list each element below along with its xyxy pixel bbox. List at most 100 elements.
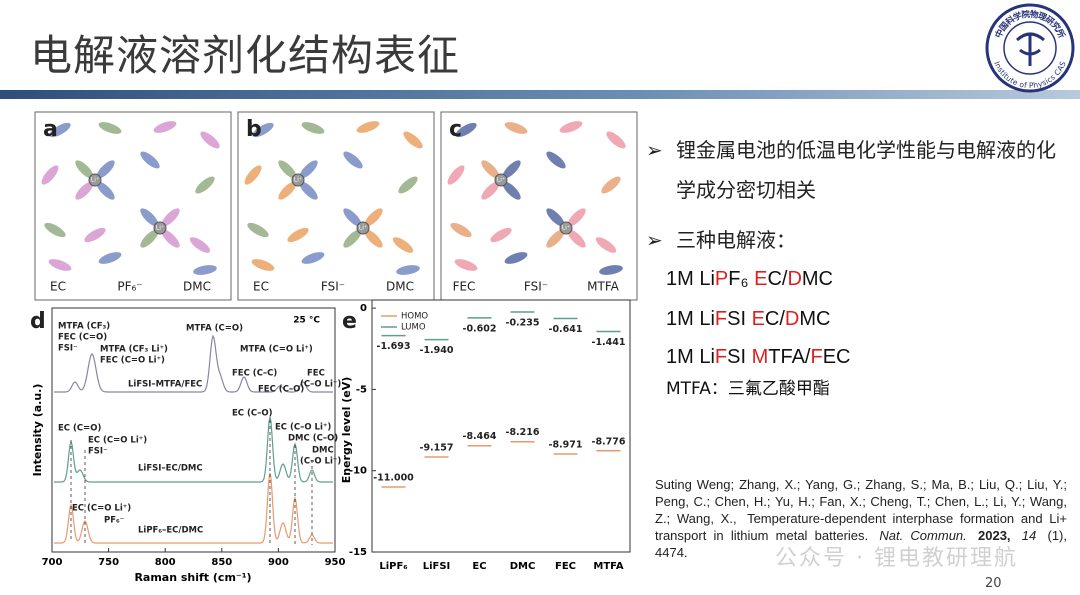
raman-plot: 700 750 800 850 900 950 <box>42 334 345 568</box>
solvent <box>567 229 586 248</box>
logo-emblem <box>1015 32 1045 66</box>
formulation-part: TFA/ <box>768 346 811 368</box>
annotation: (C–O Li⁺) <box>300 457 341 467</box>
species-label: PF₆⁻ <box>117 280 142 294</box>
solvent <box>299 160 318 179</box>
solvent <box>454 259 478 271</box>
formulation-part: M <box>751 346 769 368</box>
spectrum <box>54 334 333 393</box>
annotation: EC (C–O) <box>232 409 273 419</box>
value-label: -1.693 <box>377 341 411 352</box>
formulation: 1M LiFSI MTFA/FEC <box>666 346 851 369</box>
value-label: -0.602 <box>463 323 497 334</box>
watermark: 公众号 · 锂电教研理航 <box>775 546 1018 571</box>
panel: Li⁺ Li⁺ c FEC FSI⁻ MTFA <box>447 117 626 294</box>
formulation-part: 1M Li <box>666 308 715 330</box>
li-ion <box>88 173 102 187</box>
species-label: FSI⁻ <box>524 280 548 294</box>
solvent <box>49 122 71 138</box>
ref-journal: Nat. Commun. <box>879 528 967 543</box>
reference: Suting Weng; Zhang, X.; Yang, G.; Zhang,… <box>655 476 1067 561</box>
bullet: ➢ 三种电解液： <box>646 220 1066 260</box>
li-ion <box>494 173 508 187</box>
spectrum <box>54 472 333 544</box>
ref-volume: 14 <box>1021 528 1037 543</box>
species-label: DMC <box>183 280 211 294</box>
panel-label: d <box>30 309 46 334</box>
solvent <box>278 181 297 200</box>
solvent <box>356 121 380 133</box>
x-tick-label: 750 <box>98 557 119 568</box>
li-label: Li⁺ <box>359 225 367 232</box>
formulation-part: SI <box>727 308 752 330</box>
x-tick-label: LiPF₆ <box>379 561 407 572</box>
energy-plot: 0 -5 -10 -15 LiPF₆ LiFSI EC DMC FEC MTFA -11.000 -9… <box>349 303 626 572</box>
y-axis-label: Intensity (a.u.) <box>31 384 44 477</box>
bullet-arrow: ➢ <box>646 138 663 162</box>
x-tick-label: 800 <box>155 557 176 568</box>
x-tick-label: EC <box>472 561 486 572</box>
annotation: PF₆⁻ <box>104 516 124 526</box>
li-ion <box>559 221 573 235</box>
formulation-part: SI <box>727 346 752 368</box>
x-tick-label: DMC <box>510 561 536 572</box>
x-tick-label: MTFA <box>593 561 623 572</box>
solvent <box>403 131 423 149</box>
formulation-part: F₆ <box>728 268 755 290</box>
li-ion <box>356 221 370 235</box>
annotation: MTFA (CF₃) <box>58 322 110 332</box>
solvent <box>252 122 274 138</box>
li-label: Li⁺ <box>156 225 164 232</box>
solvent <box>392 237 414 253</box>
li-label: Li⁺ <box>91 177 99 184</box>
solvent <box>398 176 418 194</box>
solvent <box>481 160 500 179</box>
value-label: -8.216 <box>506 427 540 438</box>
solvent <box>140 229 159 248</box>
solvent <box>247 222 269 238</box>
logo: 中国科学院物理研究所 Institute of Physics CAS <box>985 3 1075 93</box>
title-bar <box>0 90 1080 99</box>
annotation: FEC <box>307 369 325 379</box>
solvent <box>84 227 106 243</box>
solvent <box>450 222 472 238</box>
ref-authors: Suting Weng; Zhang, X.; Yang, G.; Zhang,… <box>655 477 1067 526</box>
value-label: -8.464 <box>463 431 497 442</box>
solvent <box>75 181 94 200</box>
annotation: FEC (C=O) <box>58 333 107 343</box>
solvent <box>98 122 122 134</box>
solvent <box>161 229 180 248</box>
formulation-part: C/ <box>764 308 785 330</box>
solvent <box>98 252 122 264</box>
annotation: (C–O Li⁺) <box>300 380 341 390</box>
plot-frame <box>371 299 631 553</box>
solvent <box>502 160 521 179</box>
solvent <box>343 208 362 227</box>
solvent <box>606 131 626 149</box>
solvent <box>490 227 512 243</box>
solvent <box>364 229 383 248</box>
solvent <box>193 265 217 275</box>
solvent <box>502 181 521 200</box>
solvent <box>447 165 465 185</box>
y-tick-label: 0 <box>360 303 367 314</box>
solvent <box>567 208 586 227</box>
spectrum <box>54 416 333 483</box>
annotation: FEC (C–C) <box>232 369 277 379</box>
ref-pages: (1), 4474. <box>655 528 1067 560</box>
note: MTFA：三氟乙酸甲酯 <box>666 379 830 399</box>
value-label: -9.157 <box>420 443 454 454</box>
solvent <box>200 131 220 149</box>
solvent <box>251 259 275 271</box>
solvent <box>504 122 528 134</box>
x-tick-label: 850 <box>211 557 232 568</box>
annotation: EC (C=O Li⁺) <box>88 436 147 446</box>
value-label: -8.776 <box>592 436 626 447</box>
solvent <box>343 151 363 169</box>
formulation-part: 1M Li <box>666 346 715 368</box>
value-label: -0.235 <box>506 317 540 328</box>
annotation: FSI⁻ <box>58 344 78 354</box>
y-tick-label: -15 <box>349 547 367 558</box>
solvent <box>140 208 159 227</box>
li-ion <box>153 221 167 235</box>
